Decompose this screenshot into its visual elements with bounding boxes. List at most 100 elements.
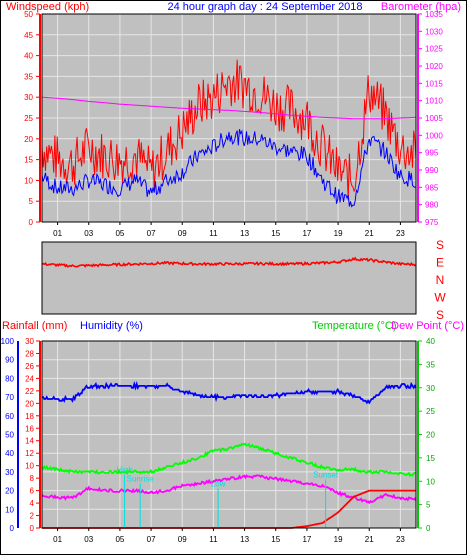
rainfall-tick-label: 20 <box>25 399 34 408</box>
rainfall-axis-title: Rainfall (mm) <box>2 320 67 332</box>
hour-tick-label: 09 <box>178 535 187 544</box>
barometer-line <box>41 96 417 120</box>
wind-plot-border <box>41 13 417 223</box>
wind-direction-line <box>41 256 417 268</box>
chart-title: 24 hour graph day : 24 September 2018 <box>167 1 362 13</box>
temperature-tick-label: 20 <box>426 431 435 440</box>
humidity-tick-label: 10 <box>5 505 14 514</box>
rainfall-tick-label: 4 <box>30 499 35 508</box>
humidity-axis-title: Humidity (%) <box>80 320 143 332</box>
barometer-axis-ticks: 975 980 985 990 995 1000 1005 1010 1015 1020 1025 1… <box>418 10 443 227</box>
rainfall-tick-label: 8 <box>30 474 35 483</box>
direction-plot-area <box>42 242 416 314</box>
rainfall-tick-label: 26 <box>25 362 34 371</box>
windspeed-tick-label: 35 <box>24 72 33 81</box>
humidity-tick-label: 0 <box>10 524 15 533</box>
hour-tick-label: 15 <box>271 229 280 238</box>
windspeed-tick-label: 45 <box>24 31 33 40</box>
hour-tick-label: 07 <box>147 535 156 544</box>
barometer-tick-label: 1010 <box>425 97 443 106</box>
hour-tick-label: 03 <box>84 229 93 238</box>
barometer-tick-label: 1025 <box>425 45 443 54</box>
temperature-tick-label: 40 <box>426 337 435 346</box>
hour-tick-label: 01 <box>53 229 62 238</box>
barometer-tick-label: 1035 <box>425 10 443 19</box>
hour-tick-label: 11 <box>209 535 218 544</box>
humidity-line <box>42 380 417 405</box>
barometer-tick-label: 995 <box>425 149 439 158</box>
compass-label: N <box>436 273 445 287</box>
compass-label: E <box>436 256 444 270</box>
barometer-tick-label: 1030 <box>425 27 443 36</box>
windspeed-tick-label: 25 <box>24 114 33 123</box>
temperature-axis-ticks: 0 5 10 15 20 25 30 35 40 <box>418 337 435 533</box>
barometer-tick-label: 975 <box>425 218 439 227</box>
wind-grid <box>42 13 416 223</box>
windspeed-tick-label: 20 <box>24 135 33 144</box>
hour-tick-label: 09 <box>178 229 187 238</box>
hour-tick-label: 11 <box>209 229 218 238</box>
compass-label: W <box>434 291 446 305</box>
barometer-tick-label: 990 <box>425 166 439 175</box>
rainfall-tick-label: 2 <box>30 512 35 521</box>
windspeed-tick-label: 40 <box>24 52 33 61</box>
hour-tick-label: 13 <box>240 535 249 544</box>
hour-tick-label: 05 <box>115 535 124 544</box>
temperature-tick-label: 30 <box>426 384 435 393</box>
temperature-tick-label: 0 <box>426 524 431 533</box>
rainfall-tick-label: 16 <box>25 424 34 433</box>
humidity-axis-ticks: 0 10 20 30 40 50 60 70 80 90 100 <box>1 337 15 533</box>
barometer-tick-label: 1020 <box>425 62 443 71</box>
humidity-tick-label: 90 <box>5 356 14 365</box>
barometer-tick-label: 980 <box>425 201 439 210</box>
humidity-tick-label: 60 <box>5 412 14 421</box>
compass-label: S <box>436 308 444 322</box>
temperature-plot-border <box>41 340 417 529</box>
windspeed-tick-label: 0 <box>29 218 34 227</box>
barometer-tick-label: 985 <box>425 183 439 192</box>
temperature-tick-label: 35 <box>426 360 435 369</box>
barometer-tick-label: 1000 <box>425 131 443 140</box>
direction-plot-border <box>41 241 417 315</box>
temperature-tick-label: 25 <box>426 407 435 416</box>
hour-tick-label: 21 <box>365 229 374 238</box>
windspeed-tick-label: 10 <box>24 176 33 185</box>
wind-series <box>41 59 417 208</box>
temperature-axis-title: Temperature (°C) <box>312 320 396 332</box>
hour-tick-label: 01 <box>53 535 62 544</box>
hour-tick-label: 19 <box>334 535 343 544</box>
hour-tick-label: 17 <box>302 229 311 238</box>
rainfall-tick-label: 24 <box>25 374 34 383</box>
annotation-label: High <box>116 466 132 475</box>
rainfall-tick-label: 0 <box>30 524 35 533</box>
hour-tick-label: 23 <box>396 229 405 238</box>
temperature-tick-label: 15 <box>426 454 435 463</box>
temperature-tick-label: 10 <box>426 477 435 486</box>
windspeed-tick-label: 5 <box>29 197 34 206</box>
barometer-tick-label: 1015 <box>425 79 443 88</box>
windspeed-axis-title: Windspeed (kph) <box>6 1 89 13</box>
barometer-tick-label: 1005 <box>425 114 443 123</box>
hour-tick-label: 07 <box>147 229 156 238</box>
windspeed-tick-label: 30 <box>24 93 33 102</box>
rainfall-tick-label: 6 <box>30 487 35 496</box>
annotation-label: Low <box>211 480 226 489</box>
rainfall-tick-label: 14 <box>25 437 34 446</box>
rainfall-tick-label: 30 <box>25 337 34 346</box>
humidity-tick-label: 70 <box>5 393 14 402</box>
humidity-tick-label: 50 <box>5 431 14 440</box>
hour-tick-label: 05 <box>115 229 124 238</box>
rainfall-tick-label: 28 <box>25 349 34 358</box>
humidity-tick-label: 20 <box>5 487 14 496</box>
rainfall-tick-label: 12 <box>25 449 34 458</box>
temperature-hour-ticks: 01 03 05 07 09 11 13 15 17 19 21 23 <box>53 528 405 544</box>
rainfall-tick-label: 10 <box>25 462 34 471</box>
temperature-line <box>41 442 417 477</box>
hour-tick-label: 17 <box>302 535 311 544</box>
